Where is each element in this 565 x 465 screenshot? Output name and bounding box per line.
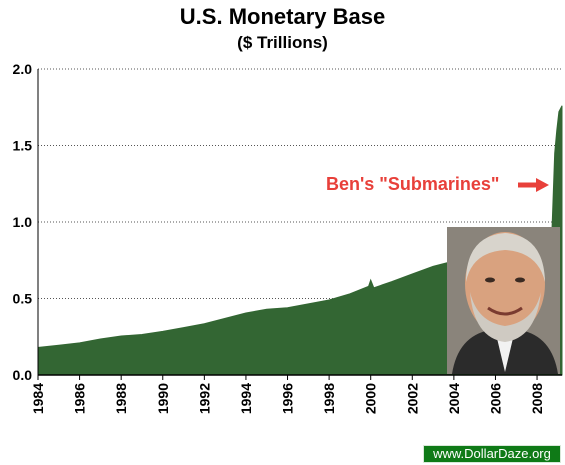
portrait-photo xyxy=(447,227,560,374)
x-tick-label: 1988 xyxy=(113,383,129,414)
submarines-annotation: Ben's "Submarines" xyxy=(326,174,500,194)
y-tick-label: 2.0 xyxy=(13,61,33,77)
x-tick-label: 1992 xyxy=(196,383,212,414)
annotation-arrow-head xyxy=(536,178,549,192)
photo-shirt xyxy=(496,334,514,372)
photo-smile xyxy=(487,306,523,316)
x-tick-label: 1986 xyxy=(72,383,88,414)
x-tick-label: 1984 xyxy=(30,383,46,414)
x-tick-label: 2004 xyxy=(446,383,462,414)
x-tick-label: 1996 xyxy=(280,383,296,414)
x-tick-label: 1994 xyxy=(238,383,254,414)
x-tick-label: 1990 xyxy=(155,383,171,414)
photo-eye-left xyxy=(485,277,495,283)
site-credit-badge[interactable]: www.DollarDaze.org xyxy=(423,445,561,463)
y-tick-label: 1.0 xyxy=(13,214,33,230)
photo-eye-right xyxy=(515,277,525,283)
x-tick-label: 2006 xyxy=(487,383,503,414)
x-tick-label: 2002 xyxy=(404,383,420,414)
chart-title: U.S. Monetary Base xyxy=(179,4,386,29)
photo-beard xyxy=(470,292,541,342)
x-tick-label: 1998 xyxy=(321,383,337,414)
x-tick-label: 2008 xyxy=(529,383,545,414)
y-tick-label: 0.0 xyxy=(13,367,33,383)
photo-face xyxy=(465,232,545,336)
y-tick-label: 1.5 xyxy=(13,138,33,154)
monetary-base-area xyxy=(37,105,563,376)
y-tick-label: 0.5 xyxy=(13,291,33,307)
chart-subtitle: ($ Trillions) xyxy=(237,33,328,52)
x-tick-label: 2000 xyxy=(363,383,379,414)
photo-hair xyxy=(466,233,545,282)
